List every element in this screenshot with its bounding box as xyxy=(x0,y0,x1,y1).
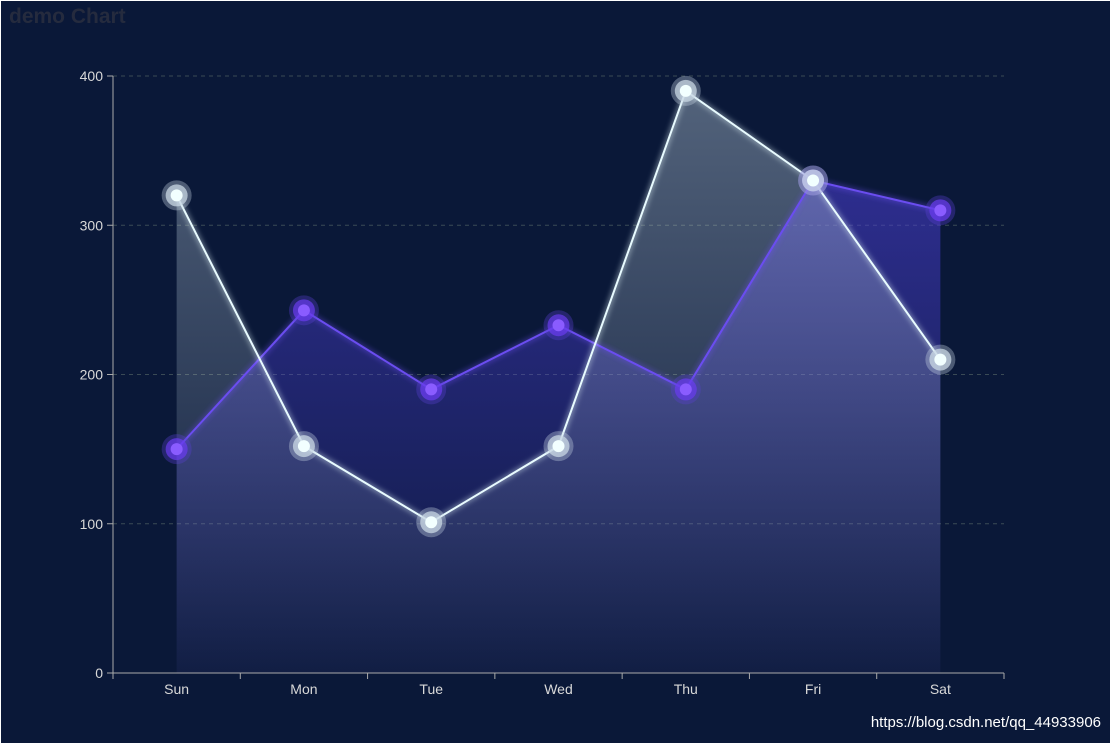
data-point xyxy=(925,344,956,375)
data-point-core xyxy=(425,383,438,396)
x-tick-label: Fri xyxy=(805,681,821,697)
data-point xyxy=(670,374,701,405)
data-point xyxy=(416,507,447,538)
data-point-core xyxy=(425,516,438,529)
series-area xyxy=(176,90,941,674)
x-tick-label: Sat xyxy=(930,681,951,697)
data-point-core xyxy=(807,174,820,187)
data-point xyxy=(543,431,574,462)
watermark: https://blog.csdn.net/qq_44933906 xyxy=(870,714,1101,731)
data-point xyxy=(925,195,956,226)
data-point xyxy=(161,434,192,465)
x-tick-label: Sun xyxy=(164,681,189,697)
data-point-core xyxy=(679,383,692,396)
data-point xyxy=(288,431,319,462)
y-tick-label: 400 xyxy=(80,68,104,84)
point-layer xyxy=(161,75,956,538)
data-point xyxy=(670,75,701,106)
data-point-core xyxy=(552,440,565,453)
y-tick-label: 300 xyxy=(80,217,104,233)
axis-layer: 0 100 200 300 400 Sun Mon Tue Wed Thu Fri Sat xyxy=(80,68,1005,697)
data-point-core xyxy=(679,84,692,97)
x-tick-label: Thu xyxy=(674,681,698,697)
data-point xyxy=(288,295,319,326)
x-tick-label: Wed xyxy=(544,681,573,697)
x-tick-label: Mon xyxy=(290,681,317,697)
data-point-core xyxy=(170,189,183,202)
data-point xyxy=(161,180,192,211)
x-tick-label: Tue xyxy=(419,681,443,697)
data-point xyxy=(416,374,447,405)
data-point xyxy=(798,165,829,196)
data-point-core xyxy=(552,319,565,332)
data-point-core xyxy=(170,443,183,456)
chart-title: demo Chart xyxy=(9,5,126,28)
y-tick-label: 200 xyxy=(80,367,104,383)
data-point-core xyxy=(934,204,947,217)
data-point-core xyxy=(934,353,947,366)
area-layer xyxy=(176,90,941,674)
y-tick-label: 0 xyxy=(95,665,103,681)
data-point-core xyxy=(297,304,310,317)
data-point xyxy=(543,310,574,341)
data-point-core xyxy=(297,440,310,453)
y-tick-label: 100 xyxy=(80,516,104,532)
